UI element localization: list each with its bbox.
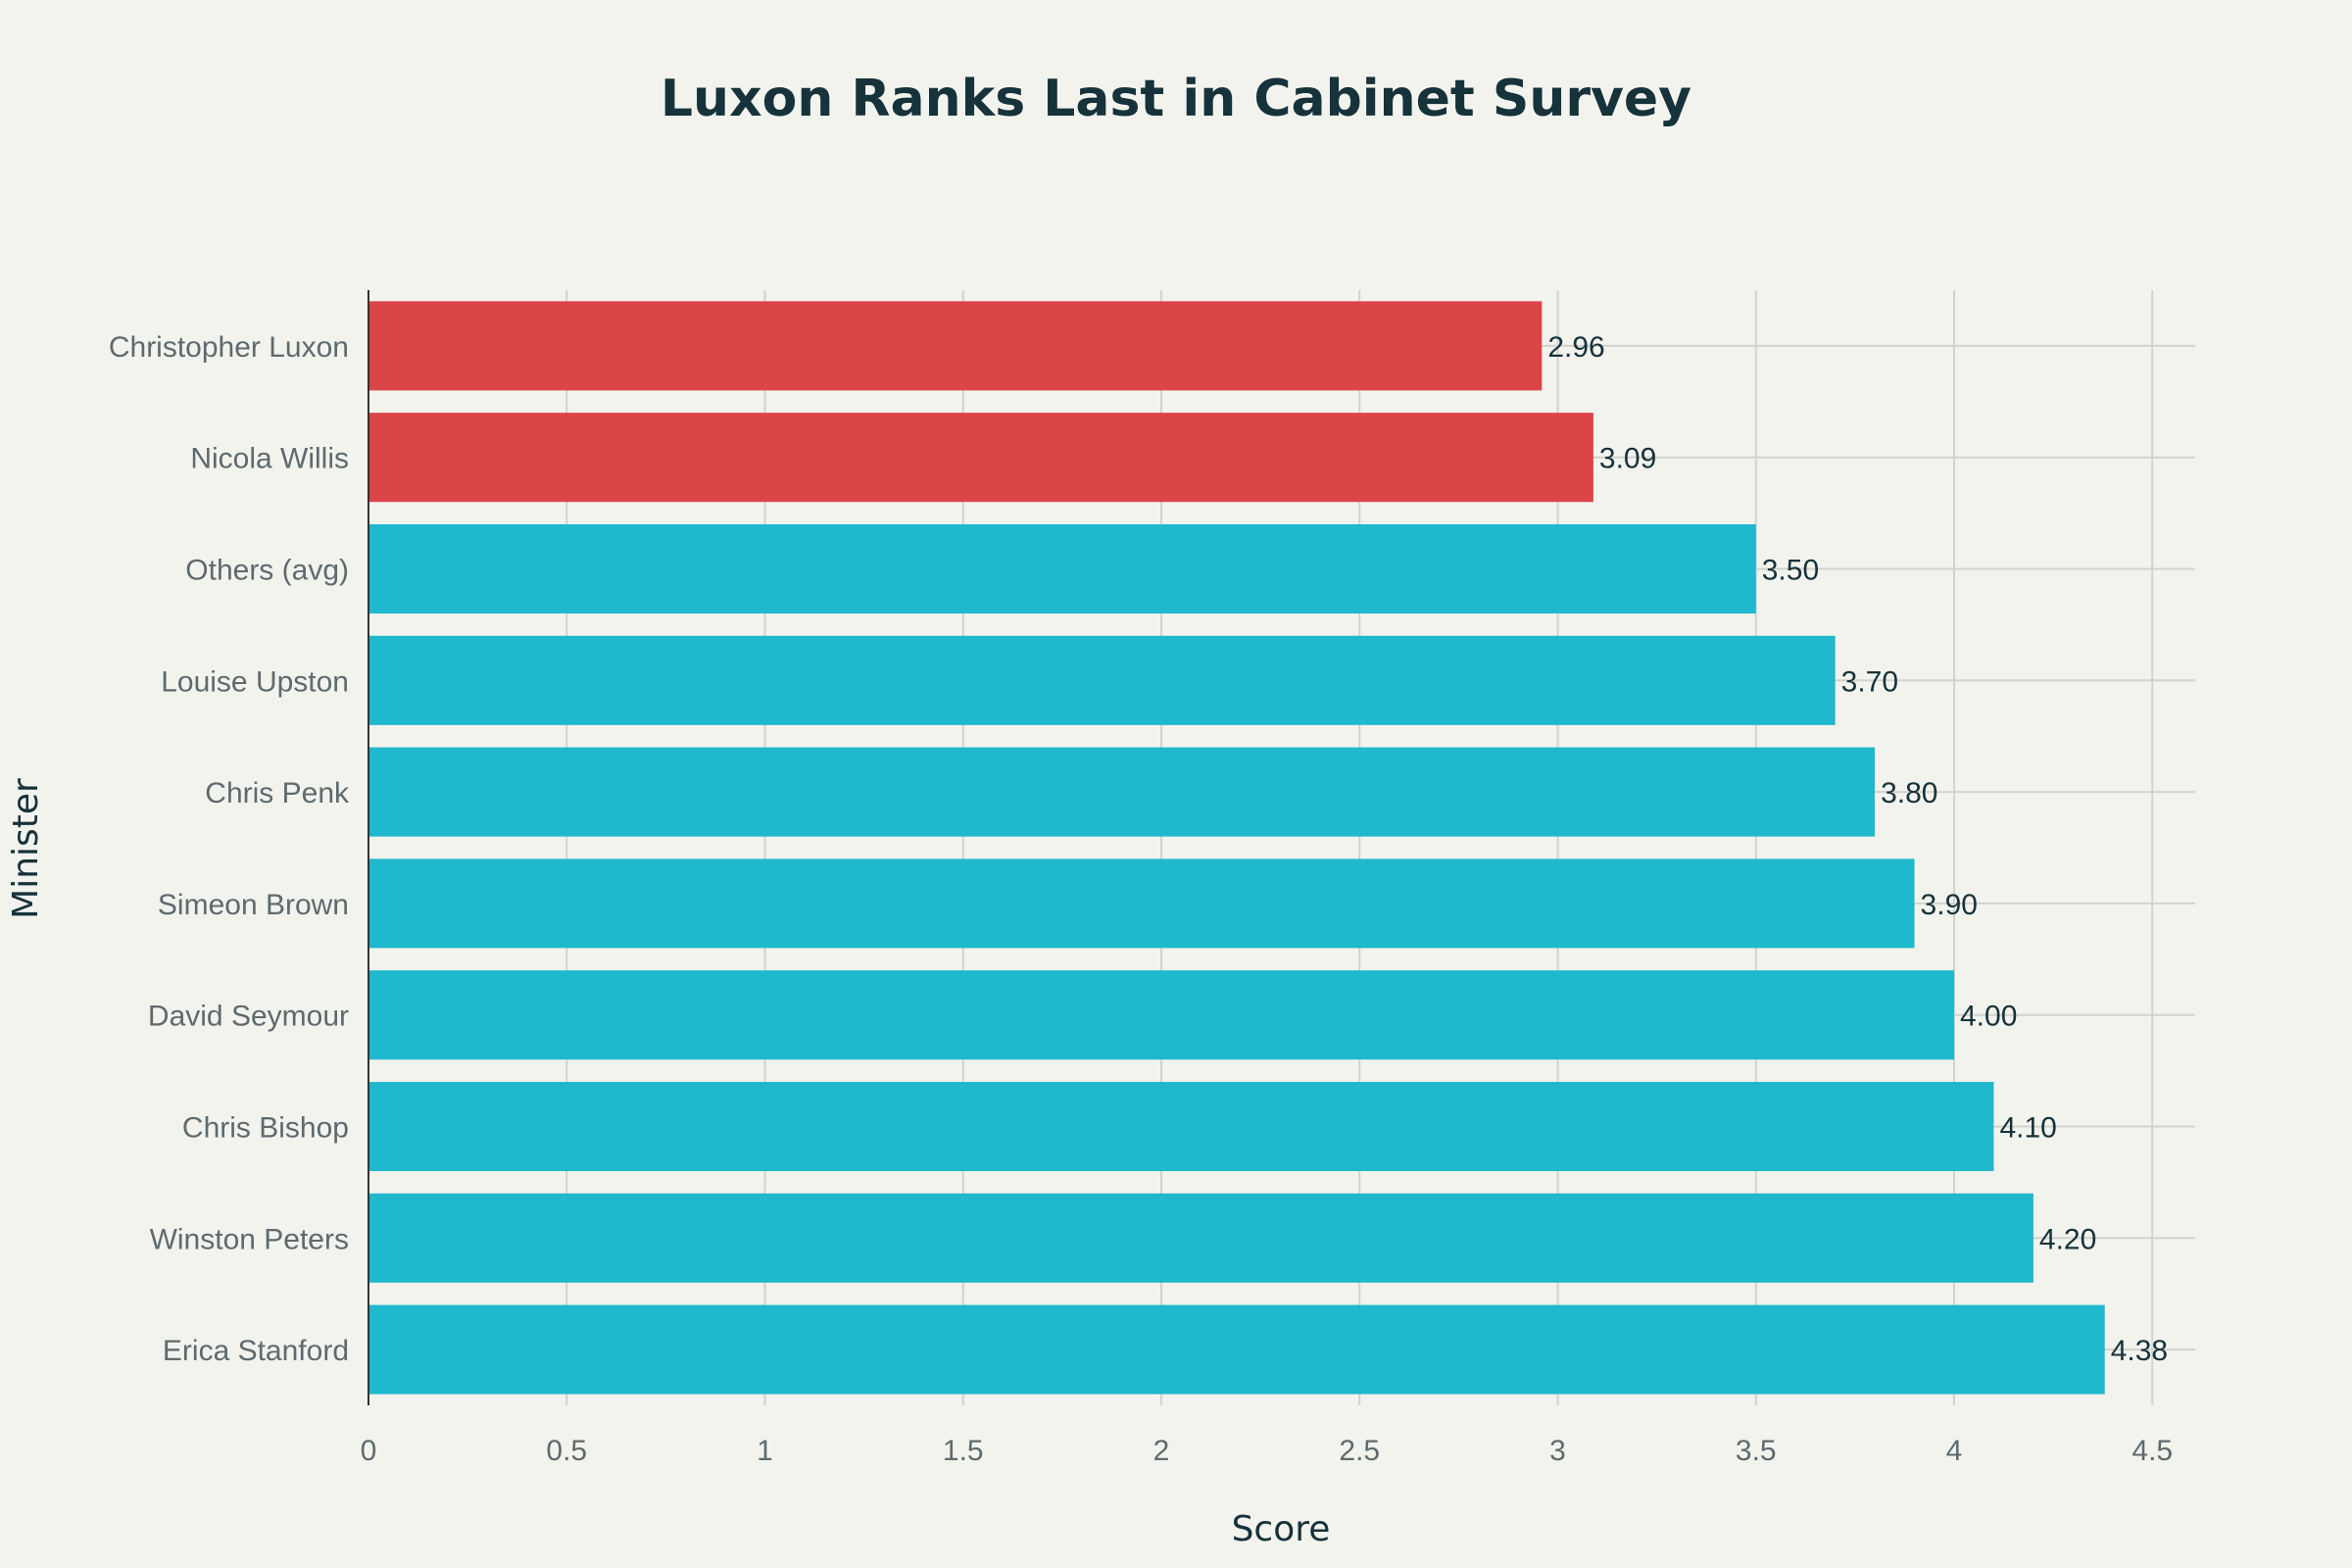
- data-label: 3.09: [1599, 443, 1656, 475]
- bar: [368, 413, 1593, 503]
- x-tick-label: 4.5: [2132, 1435, 2173, 1467]
- x-tick-label: 3: [1549, 1435, 1566, 1467]
- x-tick-label: 1: [757, 1435, 773, 1467]
- data-label: 3.80: [1881, 777, 1937, 809]
- y-axis-title: Minister: [6, 778, 46, 919]
- x-tick-label: 2.5: [1339, 1435, 1380, 1467]
- bar: [368, 1081, 1994, 1172]
- y-tick-label: David Seymour: [148, 1001, 349, 1033]
- y-tick-label: Nicola Willis: [190, 443, 349, 475]
- y-tick-label: Louise Upston: [161, 665, 349, 698]
- bar: [368, 635, 1836, 725]
- y-tick-label: Simeon Brown: [158, 889, 349, 921]
- bar: [368, 970, 1954, 1060]
- data-label: 3.70: [1841, 665, 1898, 698]
- x-tick-label: 0: [361, 1435, 377, 1467]
- x-tick-labels: 0 0.5 1 1.5 2 2.5 3 3.5 4 4.5: [361, 1435, 2173, 1467]
- y-tick-labels: Christopher Luxon Nicola Willis Others (av…: [109, 331, 350, 1367]
- bar: [368, 1304, 2105, 1395]
- bar: [368, 523, 1756, 614]
- bar: [368, 1193, 2034, 1283]
- bar: [368, 858, 1915, 949]
- y-tick-label: Others (avg): [185, 555, 349, 587]
- y-tick-label: Chris Penk: [205, 777, 350, 809]
- bar: [368, 301, 1543, 391]
- data-label: 3.90: [1921, 889, 1978, 921]
- data-label: 4.38: [2111, 1335, 2168, 1367]
- y-tick-label: Winston Peters: [150, 1223, 349, 1255]
- y-tick-label: Erica Stanford: [163, 1335, 349, 1367]
- x-tick-label: 1.5: [943, 1435, 984, 1467]
- data-label: 2.96: [1547, 331, 1604, 364]
- bar: [368, 747, 1876, 837]
- data-label: 4.00: [1960, 1001, 2017, 1033]
- data-labels: 2.96 3.09 3.50 3.70 3.80 3.90 4.00 4.10 4.20 4.38: [1547, 331, 2168, 1367]
- x-tick-label: 3.5: [1736, 1435, 1777, 1467]
- data-label: 4.10: [1999, 1112, 2056, 1145]
- x-tick-label: 4: [1946, 1435, 1963, 1467]
- y-tick-label: Chris Bishop: [182, 1112, 349, 1145]
- x-tick-label: 0.5: [546, 1435, 587, 1467]
- x-tick-label: 2: [1153, 1435, 1170, 1467]
- data-label: 4.20: [2039, 1223, 2096, 1255]
- y-tick-label: Christopher Luxon: [109, 331, 349, 364]
- bars: [368, 301, 2105, 1395]
- chart-title: Luxon Ranks Last in Cabinet Survey: [661, 70, 1691, 128]
- x-axis-title: Score: [1232, 1509, 1331, 1549]
- data-label: 3.50: [1762, 555, 1819, 587]
